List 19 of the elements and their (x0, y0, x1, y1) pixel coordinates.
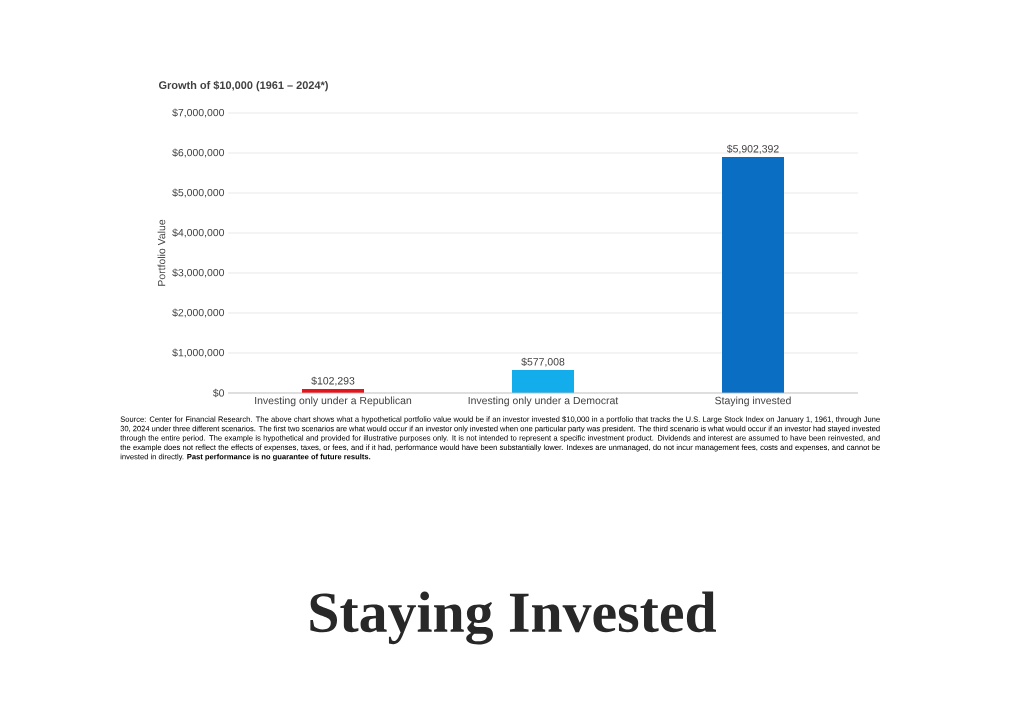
y-tick-label: $0 (212, 388, 225, 398)
y-tick-label: $2,000,000 (172, 308, 225, 318)
data-label: $577,008 (521, 357, 565, 367)
y-tick-label: $7,000,000 (172, 108, 225, 118)
text: Staying Invested (310, 591, 717, 645)
y-axis-title: Portfolio Value (157, 219, 166, 286)
chart-title: Growth of $10,000 (1961 – 2024*) (158, 80, 328, 92)
y-tick-label: $1,000,000 (172, 348, 225, 358)
y-tick-label: $3,000,000 (172, 268, 225, 278)
bar (722, 156, 785, 393)
y-tick-label: $5,000,000 (172, 188, 225, 198)
x-tick-label: Investing only under a Republican (255, 396, 412, 407)
x-tick-label: Staying invested (715, 396, 791, 407)
bar (512, 369, 574, 393)
y-tick-label: $6,000,000 (172, 148, 225, 158)
y-tick-label: $4,000,000 (172, 228, 225, 238)
data-label: $5,902,392 (726, 144, 779, 154)
x-tick-label: Investing only under a Democrat (468, 396, 619, 407)
data-label: $102,293 (311, 376, 355, 386)
